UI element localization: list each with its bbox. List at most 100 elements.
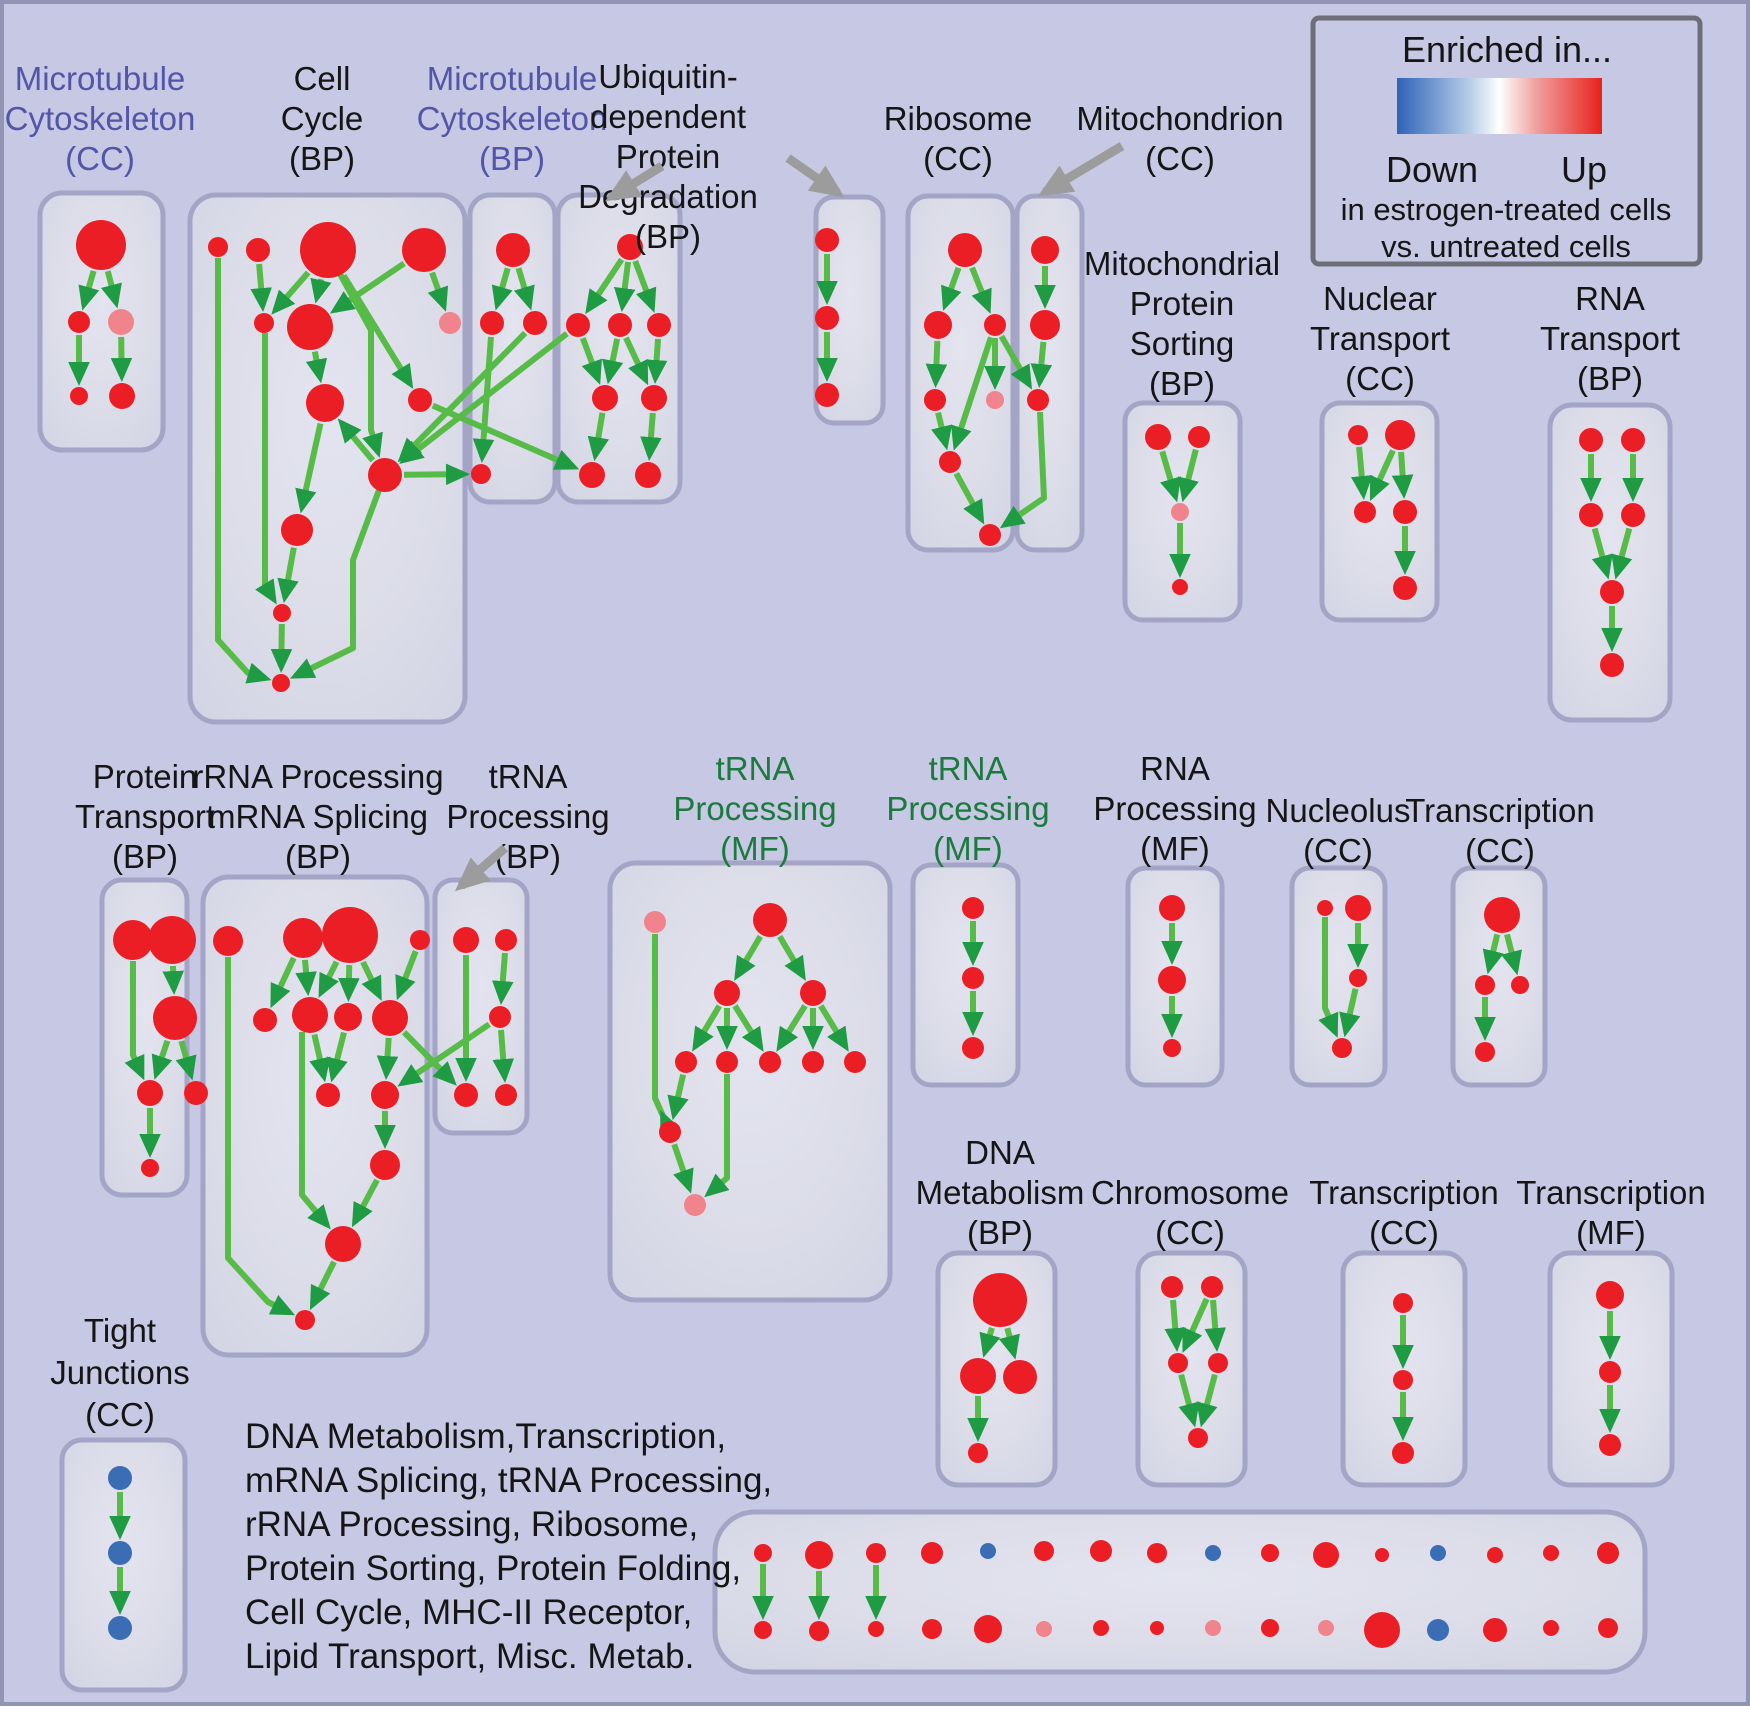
edge-arrow — [776, 1004, 808, 1052]
node-b14b — [1483, 1618, 1507, 1642]
node-z3 — [1349, 969, 1367, 987]
node-q9 — [316, 1083, 340, 1107]
misc-cluster-caption: DNA Metabolism,Transcription, mRNA Splici… — [245, 1417, 772, 1676]
node-b6t — [1034, 1541, 1054, 1561]
node-cc3 — [300, 222, 356, 278]
node-b9b — [1205, 1620, 1221, 1636]
node-b11t — [1313, 1542, 1339, 1568]
node-mtC — [108, 309, 134, 335]
node-tc2 — [1475, 975, 1495, 995]
node-b14t — [1487, 1547, 1503, 1563]
edge-arrow — [999, 411, 1047, 529]
node-n1 — [1348, 425, 1368, 445]
group-label-mt-cc: Microtubule Cytoskeleton (CC) — [5, 60, 196, 177]
node-tc4 — [1475, 1042, 1495, 1062]
node-l2 — [1599, 1361, 1621, 1383]
edge-arrow — [255, 333, 277, 605]
edge-arrow — [1482, 933, 1504, 975]
label-pointer-arrow-1 — [605, 162, 665, 202]
group-label-dna-metabolism: DNA Metabolism (BP) — [916, 1134, 1085, 1251]
edge-arrow — [399, 331, 569, 464]
node-xx3 — [962, 1037, 984, 1059]
node-v8 — [802, 1051, 824, 1073]
node-ub6 — [641, 385, 667, 411]
node-tc3 — [1511, 976, 1529, 994]
group-label-mitochondrion: Mitochondrion (CC) — [1076, 100, 1283, 177]
node-cc11 — [281, 514, 313, 546]
node-v5 — [675, 1051, 697, 1073]
group-label-chromosome: Chromosome (CC) — [1091, 1174, 1289, 1251]
edge-arrow — [1369, 449, 1396, 502]
edge-arrow — [587, 412, 609, 462]
node-r1 — [948, 233, 982, 267]
edge-arrow — [397, 330, 528, 463]
node-p6 — [141, 1159, 159, 1177]
edge-arrow — [360, 960, 382, 1001]
group-box-nuclear-transport — [1319, 400, 1440, 623]
node-p4 — [137, 1080, 163, 1106]
edge-arrow — [329, 260, 406, 314]
edge-arrow — [1591, 527, 1613, 580]
group-box-chromosome — [1135, 1250, 1248, 1488]
label-pointer-arrow-2 — [785, 154, 845, 198]
node-w1 — [453, 927, 479, 953]
node-t5 — [1600, 580, 1624, 604]
node-k2 — [1393, 1370, 1413, 1390]
edge-arrow — [492, 1029, 515, 1084]
edge-arrow — [305, 350, 328, 384]
group-label-tight-junctions: Tight Junctions (CC) — [50, 1312, 189, 1433]
edge-arrow — [403, 463, 471, 486]
edge-arrow — [491, 267, 513, 311]
node-k3 — [1392, 1442, 1414, 1464]
node-cc13 — [272, 674, 290, 692]
edge-arrow — [351, 1178, 380, 1228]
node-z2 — [1345, 895, 1371, 921]
node-r7 — [979, 524, 1001, 546]
node-b3t — [866, 1543, 886, 1563]
label-pointer-arrow-4 — [454, 844, 508, 892]
edge-arrow — [818, 1004, 849, 1052]
edge-arrow — [299, 1032, 331, 1230]
node-z4 — [1332, 1038, 1352, 1058]
edge-arrow — [427, 271, 449, 312]
node-r5 — [986, 391, 1004, 409]
node-b1b — [754, 1621, 772, 1639]
group-label-ubiquitin-degradation: Ubiquitin-dependent Protein Degradation (BP… — [578, 58, 758, 255]
edge-arrow — [337, 418, 376, 463]
node-v2 — [753, 903, 787, 937]
node-mb2 — [480, 311, 504, 335]
node-q11 — [370, 1150, 400, 1180]
edge-arrow — [215, 258, 272, 684]
node-h4 — [1208, 1353, 1228, 1373]
legend-title: Enriched in... — [1402, 29, 1612, 70]
node-cc1 — [208, 237, 228, 257]
node-q2 — [283, 918, 323, 958]
node-q6 — [292, 997, 328, 1033]
edge-arrow — [941, 266, 962, 311]
node-r3 — [984, 314, 1006, 336]
edge-arrow — [925, 340, 948, 389]
node-ub5 — [592, 385, 618, 411]
node-b3b — [868, 1621, 884, 1637]
node-mtA — [76, 220, 126, 270]
group-label-transcription-mf: Transcription (MF) — [1516, 1174, 1706, 1251]
node-p5 — [184, 1081, 208, 1105]
edge-arrow — [318, 960, 340, 999]
edge-arrow — [295, 959, 317, 997]
node-n2 — [1385, 420, 1415, 450]
node-un2 — [815, 306, 839, 330]
node-t1 — [1579, 428, 1603, 452]
edge-arrow — [732, 1004, 764, 1052]
node-d3 — [1003, 1360, 1037, 1394]
node-cc6 — [287, 304, 333, 350]
node-q3 — [322, 907, 378, 963]
node-p2 — [148, 916, 196, 964]
edge-arrow — [580, 337, 602, 385]
node-q10 — [371, 1081, 399, 1109]
node-h3 — [1168, 1353, 1188, 1373]
node-l1 — [1596, 1281, 1624, 1309]
node-p1 — [113, 920, 153, 960]
node-b1t — [754, 1544, 772, 1562]
edge-arrow — [100, 270, 122, 309]
